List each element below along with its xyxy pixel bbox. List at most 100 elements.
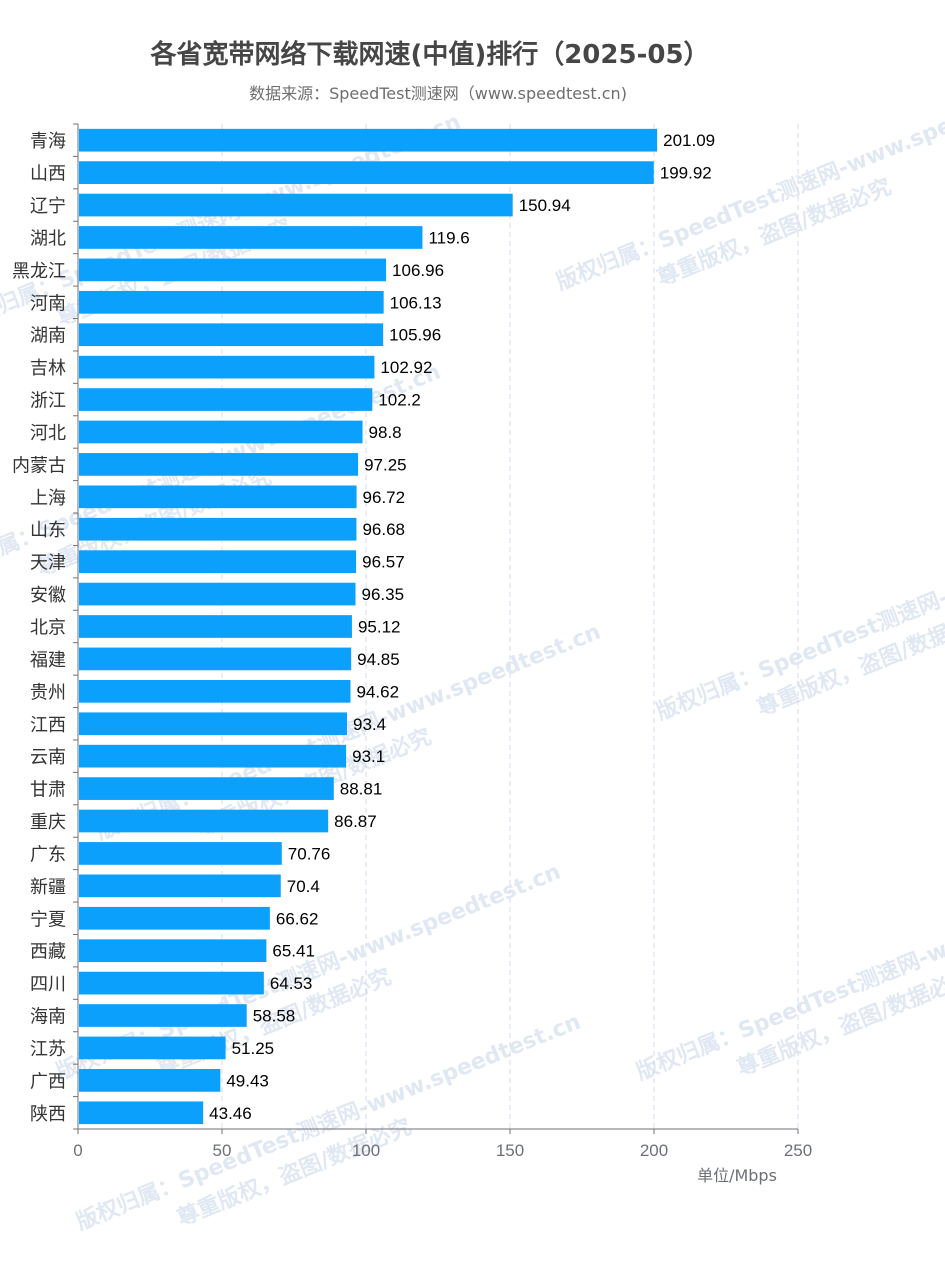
x-tick-label: 200 [640,1141,668,1160]
category-label: 广西 [30,1071,66,1092]
bar [79,712,347,736]
category-label: 湖北 [30,228,66,249]
category-label: 青海 [30,131,66,152]
bar [79,453,359,476]
bar [79,647,352,671]
x-tick-label: 150 [496,1141,524,1160]
bar [79,1004,247,1027]
watermark: 版权归属：SpeedTest测速网-www.speedtest.cn尊重版权，盗… [633,859,945,1086]
bar [79,615,352,638]
value-label: 51.25 [232,1039,275,1058]
category-label: 天津 [30,553,66,574]
x-tick-label: 50 [213,1141,232,1160]
watermark: 版权归属：SpeedTest测速网-www.speedtest.cn尊重版权，盗… [553,69,945,296]
x-axis-title: 单位/Mbps [697,1166,777,1185]
category-label: 贵州 [30,682,66,703]
x-tick-label: 250 [784,1141,812,1160]
bar [79,517,357,541]
category-label: 甘肃 [30,780,66,801]
value-label: 97.25 [364,455,407,474]
bar [79,355,375,379]
category-label: 浙江 [30,391,66,412]
value-label: 58.58 [253,1007,296,1026]
value-label: 102.92 [380,358,432,377]
category-label: 四川 [30,974,66,995]
bar [79,1069,221,1092]
category-label: 海南 [30,1007,66,1028]
category-label: 河南 [30,293,66,314]
value-label: 96.72 [363,488,406,507]
category-label: 山西 [30,164,66,185]
value-label: 119.6 [428,228,469,247]
value-label: 106.13 [390,293,442,312]
value-label: 94.85 [357,650,400,669]
value-label: 150.94 [519,196,571,215]
axes: 0 50 100 150 200 250 单位/Mbps [73,123,812,1185]
value-label: 199.92 [660,164,712,183]
value-label: 105.96 [389,326,441,345]
bar [79,971,264,995]
category-label: 重庆 [30,812,66,833]
bar [79,128,658,152]
bar [79,874,281,898]
value-label: 93.1 [352,747,385,766]
category-label: 西藏 [30,942,66,963]
category-label: 江苏 [30,1039,66,1060]
bar [79,161,654,184]
bars [79,128,658,1125]
category-label: 辽宁 [30,196,66,217]
bar [79,582,356,606]
bar [79,777,334,800]
value-label: 49.43 [226,1071,269,1090]
value-label: 96.57 [362,553,405,572]
bar [79,906,270,930]
value-label: 96.68 [362,520,405,539]
bar [79,1101,204,1125]
value-label: 64.53 [270,974,313,993]
category-label: 福建 [30,650,66,671]
value-label: 93.4 [353,715,386,734]
watermark: 版权归属：SpeedTest测速网-www.speedtest.cn尊重版权，盗… [653,499,945,726]
bar [79,290,384,314]
category-label: 陕西 [30,1104,66,1125]
value-label: 70.4 [287,877,320,896]
category-label: 山东 [30,520,66,541]
category-label: 江西 [30,715,66,736]
bar [79,842,282,865]
category-label: 吉林 [30,358,66,379]
chart-title: 各省宽带网络下载网速(中值)排行（2025-05） [150,40,710,70]
bar [79,939,267,963]
value-label: 102.2 [378,391,421,410]
category-label: 上海 [30,488,66,509]
value-label: 66.62 [276,909,319,928]
chart-subtitle: 数据来源：SpeedTest测速网（www.speedtest.cn) [249,84,627,103]
bar [79,744,347,768]
bar [79,550,357,574]
x-tick-label: 0 [73,1141,82,1160]
value-label: 98.8 [369,423,402,442]
category-label: 湖南 [30,326,66,347]
bar [79,226,423,249]
value-label: 70.76 [288,844,331,863]
value-label: 201.09 [663,131,715,150]
category-label: 广东 [30,844,66,865]
bar [79,809,329,833]
category-label: 河北 [30,423,66,444]
labels: 201.09 青海 199.92 山西 150.94 辽宁 119.6 湖北 106.96 黑龙江… [12,131,715,1125]
category-label: 黑龙江 [12,261,66,282]
category-label: 内蒙古 [12,455,66,476]
x-tick-label: 100 [352,1141,380,1160]
bar [79,1036,226,1060]
bar [79,679,351,703]
bar [79,323,384,347]
value-label: 43.46 [209,1104,252,1123]
category-label: 新疆 [30,877,66,898]
bar [79,193,513,217]
bar [79,388,373,411]
bar [79,485,357,509]
category-label: 北京 [30,618,66,639]
value-label: 96.35 [361,585,404,604]
value-label: 65.41 [272,942,315,961]
value-label: 88.81 [340,780,383,799]
